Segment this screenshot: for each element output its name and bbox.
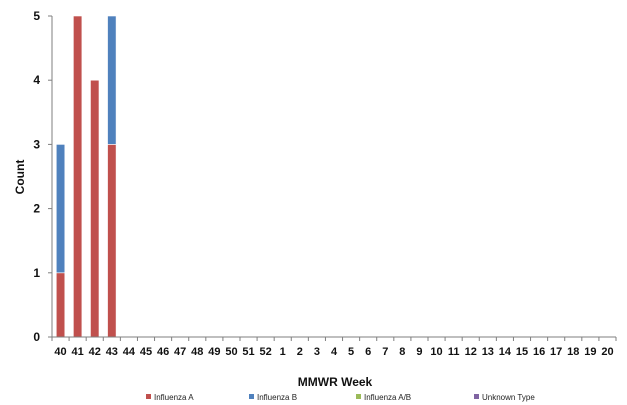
x-tick-label: 8: [399, 346, 405, 358]
legend-swatch-influenza-a-b: [356, 394, 361, 399]
x-tick-label: 13: [482, 346, 494, 358]
x-tick-label: 15: [516, 346, 528, 358]
bar-influenza-b: [107, 15, 117, 145]
x-tick-label: 5: [348, 346, 354, 358]
x-tick-label: 4: [331, 346, 338, 358]
x-tick-label: 14: [499, 346, 512, 358]
y-tick-label: 2: [33, 202, 40, 216]
x-tick-label: 16: [533, 346, 545, 358]
x-tick-label: 47: [174, 346, 186, 358]
plot-area: [55, 15, 117, 338]
bar-influenza-a: [73, 15, 83, 338]
x-tick-label: 11: [448, 346, 460, 358]
y-tick-label: 3: [33, 137, 40, 151]
x-axis-title: MMWR Week: [298, 375, 373, 389]
x-tick-label: 44: [123, 346, 136, 358]
y-tick-label: 0: [33, 330, 40, 344]
y-axis: 0 1 2 3 4 5: [33, 9, 53, 344]
x-tick-label: 41: [72, 346, 84, 358]
x-tick-label: 9: [416, 346, 422, 358]
x-tick-label: 42: [89, 346, 101, 358]
bar-influenza-a: [107, 144, 117, 338]
x-tick-label: 46: [157, 346, 169, 358]
legend: Influenza A Influenza B Influenza A/B Unkno…: [146, 393, 535, 402]
x-tick-label: 18: [567, 346, 579, 358]
x-tick-label: 43: [106, 346, 118, 358]
x-tick-label: 2: [297, 346, 303, 358]
legend-swatch-influenza-a: [146, 394, 151, 399]
x-tick-label: 40: [54, 346, 66, 358]
x-tick-label: 20: [601, 346, 613, 358]
legend-label-influenza-a: Influenza A: [154, 393, 194, 402]
x-tick-label: 49: [208, 346, 220, 358]
legend-label-influenza-a-b: Influenza A/B: [364, 393, 411, 402]
legend-label-unknown-type: Unknown Type: [482, 393, 535, 402]
x-tick-label: 1: [280, 346, 286, 358]
x-tick-label: 19: [584, 346, 596, 358]
bar-influenza-a: [55, 272, 66, 338]
legend-swatch-unknown-type: [474, 394, 479, 399]
x-tick-label: 50: [225, 346, 237, 358]
x-tick-label: 52: [260, 346, 272, 358]
x-tick-label: 12: [465, 346, 477, 358]
x-tick-label: 10: [430, 346, 442, 358]
y-tick-label: 1: [33, 266, 40, 280]
x-tick-label: 3: [314, 346, 320, 358]
x-tick-label: 7: [382, 346, 388, 358]
legend-label-influenza-b: Influenza B: [257, 393, 297, 402]
legend-swatch-influenza-b: [249, 394, 254, 399]
x-tick-label: 51: [242, 346, 254, 358]
x-tick-label: 17: [550, 346, 562, 358]
x-axis: 40 41 42 43 44 45 46 47 48 49 50 51 52 1 2 3 4 5 6 7 8 9 10 11 1…: [51, 336, 617, 358]
x-tick-label: 45: [140, 346, 152, 358]
y-axis-title: Count: [13, 160, 27, 195]
x-tick-label: 48: [191, 346, 203, 358]
bar-influenza-b: [55, 144, 66, 274]
y-tick-label: 4: [33, 73, 40, 87]
bar-influenza-a: [90, 79, 100, 338]
x-tick-label: 6: [365, 346, 371, 358]
y-tick-label: 5: [33, 9, 40, 23]
